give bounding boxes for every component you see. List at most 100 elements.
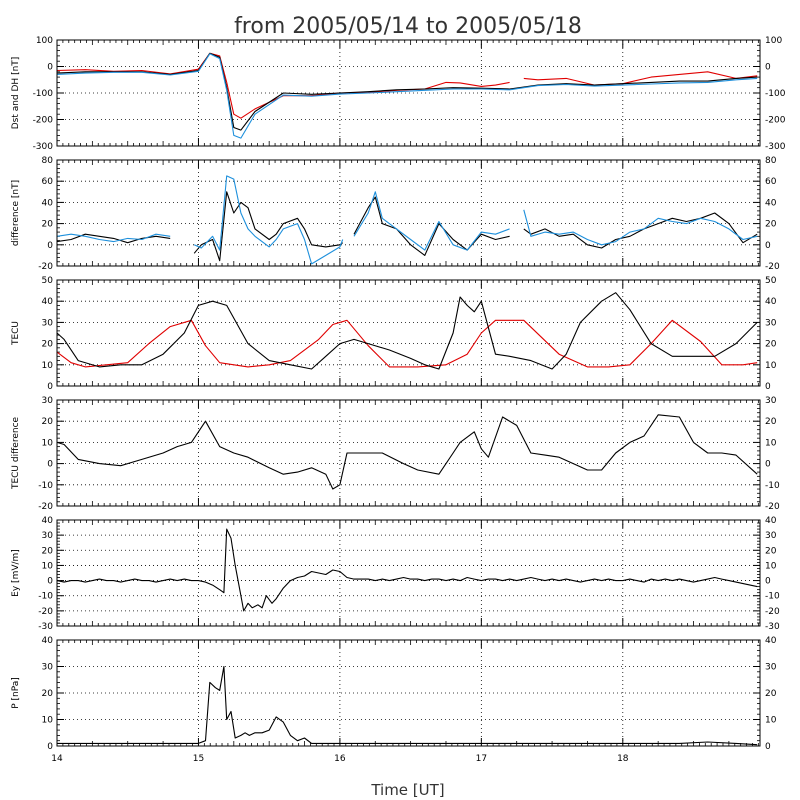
y-axis-label: TECU [11,321,21,346]
panel-3: 0 0 10 10 20 20 30 30 40 40 50 50 TECU [11,276,777,392]
y-tick-label-left: -10 [38,481,53,491]
y-tick-label-left: 50 [42,276,54,286]
y-tick-label-left: 20 [42,340,54,350]
y-tick-label-right: 50 [765,276,777,286]
y-tick-label-right: 30 [765,531,777,541]
y-tick-label-right: 30 [765,318,777,328]
y-tick-label-left: 30 [42,396,54,406]
x-tick-label: 16 [334,754,346,764]
y-tick-label-left: -30 [38,622,53,632]
y-tick-label-left: -300 [33,142,54,152]
y-tick-label-right: 0 [765,63,771,73]
y-tick-label-left: 0 [47,63,53,73]
y-axis-label: TECU difference [11,416,21,490]
y-tick-label-left: 40 [42,516,54,526]
y-tick-label-right: 0 [765,241,771,251]
y-tick-label-left: 20 [42,689,54,699]
y-tick-label-right: 0 [765,577,771,587]
y-tick-label-right: 40 [765,516,777,526]
y-tick-label-right: 0 [765,742,771,752]
series-line-black [56,292,758,370]
y-tick-label-right: 30 [765,396,777,406]
series-line-red [523,71,758,86]
y-tick-label-right: 20 [765,417,777,427]
y-axis-label: P [nPa] [11,677,21,709]
series-line-blue [56,53,758,139]
y-axis-label: Ey [mV/m] [11,549,21,597]
plot-frame [56,519,761,627]
y-tick-label-right: 0 [765,382,771,392]
panel-2: -20 -20 0 0 20 20 40 40 60 60 80 80 difference [nT] [11,156,780,272]
y-tick-label-left: 20 [42,417,54,427]
y-tick-label-right: 40 [765,198,777,208]
y-tick-label-left: 40 [42,636,54,646]
y-tick-label-right: 100 [765,36,782,46]
x-tick-label: 14 [51,754,63,764]
y-tick-label-left: 0 [47,577,53,587]
series-line-blue [56,233,171,243]
series-line-red [56,319,758,368]
x-tick-label: 15 [193,754,204,764]
series-line-blue [193,175,344,265]
y-tick-label-left: 0 [47,742,53,752]
y-tick-label-left: 10 [42,438,54,448]
y-tick-label-left: 20 [42,546,54,556]
y-tick-label-right: -20 [765,607,780,617]
y-tick-label-right: -200 [765,116,786,126]
series-line-black [56,414,758,490]
y-tick-label-right: 20 [765,340,777,350]
y-tick-label-right: 10 [765,716,777,726]
y-tick-label-right: 20 [765,220,777,230]
y-tick-label-right: 20 [765,546,777,556]
series-line-blue [353,191,510,251]
series-line-black [353,196,510,256]
y-tick-label-left: 30 [42,663,54,673]
series-line-black [523,212,758,249]
y-tick-label-right: 40 [765,636,777,646]
series-line-black [56,233,171,244]
y-tick-label-left: -200 [33,116,54,126]
y-tick-label-left: 10 [42,361,54,371]
y-tick-label-left: 80 [42,156,54,166]
plot-frame [56,399,761,507]
y-tick-label-left: 0 [47,460,53,470]
y-tick-label-right: -100 [765,89,786,99]
panel-1: -300 -300 -200 -200 -100 -100 0 0 100 100 Dst and … [11,36,786,152]
y-tick-label-right: 10 [765,361,777,371]
y-tick-label-left: -100 [33,89,54,99]
y-tick-label-left: 30 [42,531,54,541]
y-tick-label-left: -20 [38,607,53,617]
panel-5: -30 -30 -20 -20 -10 -10 0 0 10 10 20 20 30 30 40 40 Ey [… [11,516,780,632]
y-tick-label-left: 30 [42,318,54,328]
plot-frame [56,639,761,747]
y-tick-label-left: 10 [42,716,54,726]
y-tick-label-right: -10 [765,592,780,602]
series-line-black [57,665,758,746]
plot-frame [56,279,761,387]
y-tick-label-right: -30 [765,622,780,632]
y-axis-label: difference [nT] [11,180,21,246]
x-tick-label: 17 [476,754,487,764]
y-tick-label-right: -20 [765,502,780,512]
plot-frame [56,39,761,147]
y-tick-label-left: -20 [38,262,53,272]
y-tick-label-right: 0 [765,460,771,470]
y-tick-label-left: 40 [42,297,54,307]
y-axis-label: Dst and DH [nT] [11,57,21,130]
y-tick-label-right: 80 [765,156,777,166]
y-tick-label-left: 0 [47,241,53,251]
y-tick-label-left: -20 [38,502,53,512]
y-tick-label-right: 40 [765,297,777,307]
series-line-blue [523,209,758,246]
y-tick-label-left: 10 [42,561,54,571]
plot-frame [56,159,761,267]
y-tick-label-right: 60 [765,177,777,187]
y-tick-label-left: -10 [38,592,53,602]
chart-title: from 2005/05/14 to 2005/05/18 [234,14,582,39]
y-tick-label-left: 100 [36,36,53,46]
series-line-black [56,52,758,131]
y-tick-label-left: 20 [42,220,54,230]
series-line-red [56,52,510,119]
